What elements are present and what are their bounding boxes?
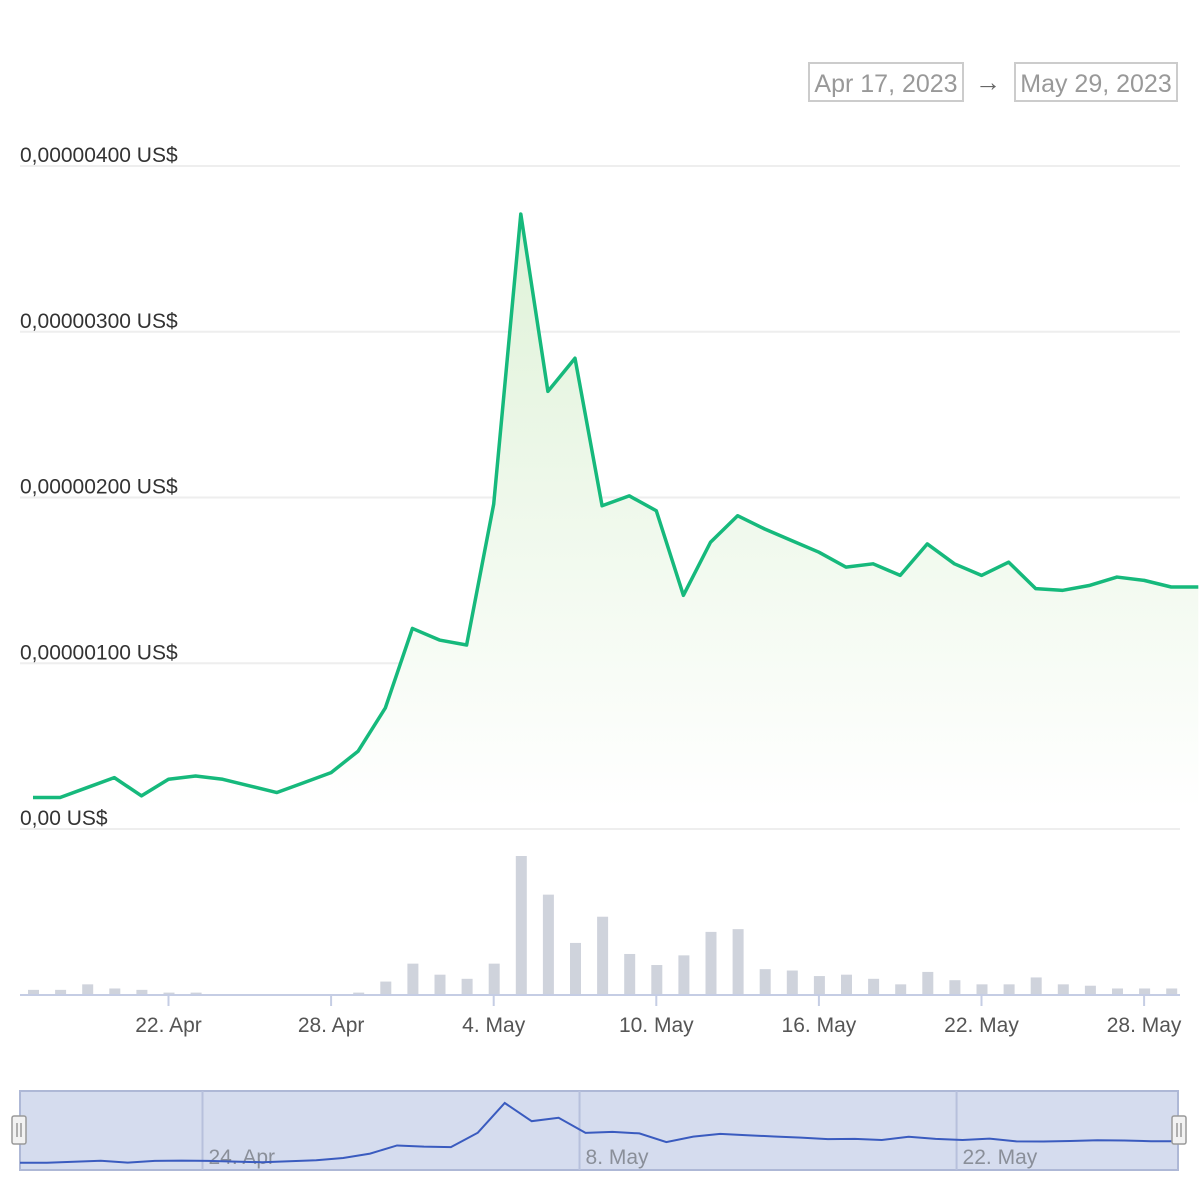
y-tick-label: 0,00 US$ <box>20 807 108 830</box>
volume-bar <box>732 929 744 994</box>
volume-bar <box>678 955 690 994</box>
volume-bar <box>1112 988 1123 994</box>
volume-bar <box>28 989 39 994</box>
volume-bar <box>380 981 392 994</box>
volume-bar <box>190 992 202 994</box>
y-tick-label: 0,00000400 US$ <box>20 144 178 167</box>
range-arrow-icon: → <box>975 67 1001 97</box>
volume-bar <box>1003 984 1015 994</box>
volume-bar <box>813 976 825 994</box>
y-tick-label: 0,00000300 US$ <box>20 310 178 333</box>
volume-bar <box>651 965 663 994</box>
navigator-left-handle[interactable] <box>11 1115 27 1145</box>
x-tick-label: 16. May <box>782 1014 857 1037</box>
navigator-line <box>20 1101 1178 1164</box>
volume-bar <box>55 989 67 994</box>
volume-bar <box>407 963 419 994</box>
volume-bar <box>515 856 527 994</box>
x-tick-label: 28. Apr <box>298 1014 365 1037</box>
volume-bar <box>895 984 907 994</box>
volume-bar <box>163 992 175 994</box>
navigator-tick-label: 22. May <box>963 1146 1038 1169</box>
navigator-tick-label: 8. May <box>586 1146 650 1169</box>
x-tick-label: 10. May <box>619 1014 694 1037</box>
x-tick-label: 4. May <box>462 1014 526 1037</box>
volume-bar <box>705 931 717 994</box>
volume-bar <box>868 978 880 994</box>
navigator-window <box>19 1090 1179 1171</box>
volume-bar <box>461 978 473 994</box>
volume-bar <box>353 992 365 994</box>
handle-body <box>11 1115 27 1145</box>
volume-bar <box>488 963 500 994</box>
range-to-input[interactable]: May 29, 2023 <box>1014 62 1178 102</box>
volume-bar <box>136 989 148 994</box>
x-tick-label: 22. May <box>944 1014 1019 1037</box>
volume-bar <box>109 988 121 994</box>
volume-bar <box>542 894 554 994</box>
price-area <box>33 214 1199 809</box>
volume-bar <box>1057 984 1069 994</box>
x-tick-label: 28. May <box>1107 1014 1182 1037</box>
volume-bar <box>949 980 961 994</box>
volume-bar <box>1139 988 1151 994</box>
volume-bar <box>434 974 446 994</box>
volume-bar <box>597 916 609 994</box>
volume-bar <box>786 970 798 994</box>
y-tick-label: 0,00000200 US$ <box>20 476 178 499</box>
range-from-input[interactable]: Apr 17, 2023 <box>808 62 964 102</box>
navigator-tick-label: 24. Apr <box>209 1146 276 1169</box>
volume-bar <box>82 984 94 994</box>
volume-bar <box>922 971 934 994</box>
handle-body <box>1171 1115 1187 1145</box>
navigator-right-handle[interactable] <box>1171 1115 1187 1145</box>
volume-bar <box>570 942 581 994</box>
volume-bar <box>1030 977 1042 994</box>
volume-bar <box>759 969 771 994</box>
x-tick-label: 22. Apr <box>135 1014 202 1037</box>
volume-bar <box>624 953 636 994</box>
y-tick-label: 0,00000100 US$ <box>20 641 178 664</box>
volume-bar <box>1166 988 1178 994</box>
volume-bar <box>1084 985 1096 994</box>
volume-bar <box>841 974 852 994</box>
price-line <box>33 212 1199 800</box>
volume-bar <box>976 984 988 994</box>
